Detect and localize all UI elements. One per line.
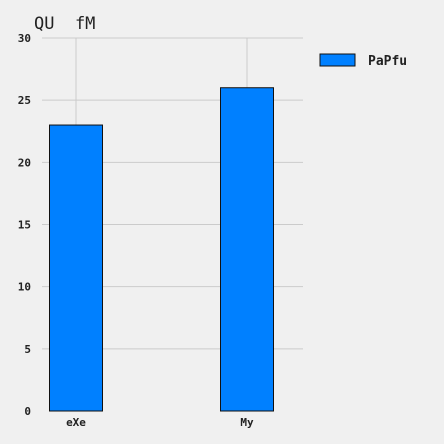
bar-eXe: [49, 124, 103, 412]
x-tick-labels: eXe My: [66, 416, 254, 429]
y-tick-label: 20: [18, 156, 31, 169]
bars: [49, 87, 274, 412]
x-tick-label: My: [240, 416, 254, 429]
y-tick-label: 15: [18, 219, 31, 232]
y-tick-label: 30: [18, 32, 31, 45]
legend-swatch: [319, 53, 356, 67]
bar-My: [220, 87, 274, 412]
y-tick-labels: 0 5 10 15 20 25 30: [18, 32, 31, 418]
y-tick-label: 5: [24, 343, 31, 356]
y-tick-label: 25: [18, 94, 31, 107]
x-tick-label: eXe: [66, 416, 86, 429]
legend: PaPfu: [319, 53, 407, 69]
y-tick-label: 0: [24, 405, 31, 418]
y-tick-label: 10: [18, 281, 31, 294]
chart-title: QU fM: [34, 14, 95, 34]
legend-label: PaPfu: [368, 54, 407, 69]
